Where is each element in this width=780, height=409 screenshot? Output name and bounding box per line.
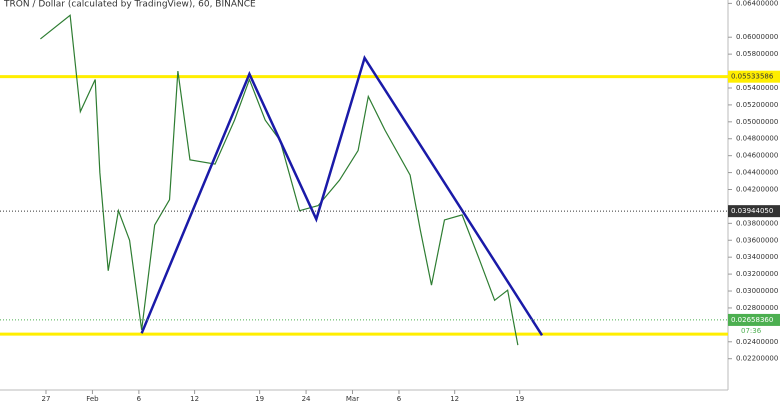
countdown: 07:36 (741, 327, 762, 335)
x-tick-label: 6 (397, 395, 402, 403)
price-label-box (728, 205, 780, 218)
y-tick-label: 0.04800000 (736, 135, 778, 143)
x-tick-label: 19 (515, 395, 524, 403)
y-tick-label: 0.06000000 (736, 33, 778, 41)
y-tick-label: 0.03200000 (736, 270, 778, 278)
x-tick-label: Feb (86, 395, 99, 403)
y-tick-label: 0.04200000 (736, 186, 778, 194)
y-tick-label: 0.05800000 (736, 50, 778, 58)
y-tick-label: 0.03800000 (736, 219, 778, 227)
x-tick-label: 19 (255, 395, 264, 403)
x-tick-label: 6 (137, 395, 142, 403)
y-tick-label: 0.06400000 (736, 0, 778, 7)
x-tick-label: 12 (450, 395, 459, 403)
chart-title: TRON / Dollar (calculated by TradingView… (3, 0, 256, 10)
x-tick-label: 12 (190, 395, 199, 403)
price-label-box (728, 70, 780, 83)
y-tick-label: 0.02800000 (736, 304, 778, 312)
price-label: 0.02658360 (731, 316, 773, 324)
y-tick-label: 0.05200000 (736, 101, 778, 109)
x-tick-label: 24 (302, 395, 311, 403)
price-line (40, 14, 519, 346)
y-tick-label: 0.05400000 (736, 84, 778, 92)
y-tick-label: 0.03600000 (736, 236, 778, 244)
price-label: 0.03944050 (731, 207, 773, 215)
price-label-box (728, 313, 780, 326)
y-tick-label: 0.03400000 (736, 253, 778, 261)
y-tick-label: 0.02400000 (736, 338, 778, 346)
y-tick-label: 0.03000000 (736, 287, 778, 295)
y-tick-label: 0.02200000 (736, 355, 778, 363)
x-tick-label: Mar (346, 395, 359, 403)
x-tick-label: 27 (42, 395, 51, 403)
y-tick-label: 0.04600000 (736, 152, 778, 160)
zigzag-drawing (140, 54, 544, 336)
y-tick-label: 0.04400000 (736, 169, 778, 177)
y-tick-label: 0.05000000 (736, 118, 778, 126)
price-label: 0.05533586 (731, 73, 774, 81)
